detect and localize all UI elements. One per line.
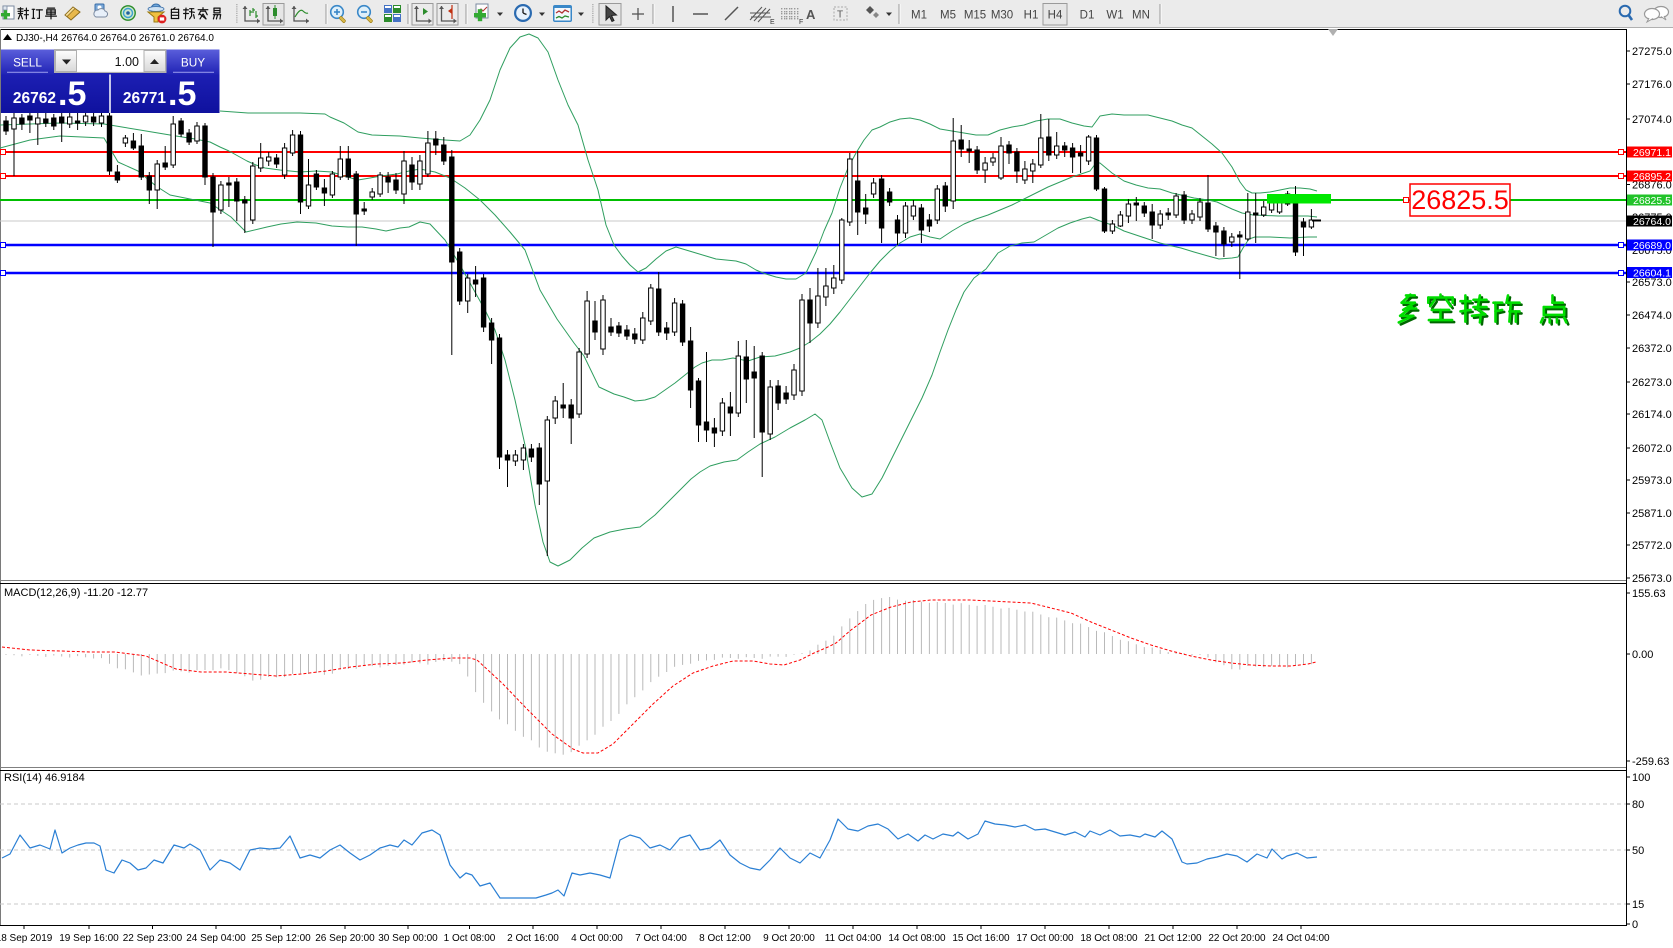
svg-text:25772.0: 25772.0 bbox=[1632, 540, 1672, 552]
svg-text:18 Sep 2019: 18 Sep 2019 bbox=[0, 933, 53, 944]
svg-text:2 Oct 16:00: 2 Oct 16:00 bbox=[507, 933, 559, 944]
svg-text:26273.0: 26273.0 bbox=[1632, 377, 1672, 389]
svg-text:M15: M15 bbox=[964, 10, 986, 22]
svg-text:26474.0: 26474.0 bbox=[1632, 310, 1672, 322]
svg-text:30 Sep 00:00: 30 Sep 00:00 bbox=[378, 933, 438, 944]
svg-text:1.00: 1.00 bbox=[115, 55, 139, 69]
svg-text:M30: M30 bbox=[991, 10, 1013, 22]
svg-text:0: 0 bbox=[1632, 919, 1638, 931]
svg-text:M5: M5 bbox=[940, 10, 956, 22]
svg-text:7 Oct 04:00: 7 Oct 04:00 bbox=[635, 933, 687, 944]
svg-text:22 Oct 20:00: 22 Oct 20:00 bbox=[1208, 933, 1266, 944]
svg-text:H1: H1 bbox=[1024, 10, 1039, 22]
svg-text:24 Oct 04:00: 24 Oct 04:00 bbox=[1272, 933, 1330, 944]
svg-text:E: E bbox=[770, 19, 775, 26]
svg-text:4 Oct 00:00: 4 Oct 00:00 bbox=[571, 933, 623, 944]
svg-text:A: A bbox=[806, 7, 816, 22]
svg-text:25973.0: 25973.0 bbox=[1632, 475, 1672, 487]
svg-text:BUY: BUY bbox=[181, 56, 205, 70]
svg-text:22 Sep 23:00: 22 Sep 23:00 bbox=[123, 933, 183, 944]
svg-text:80: 80 bbox=[1632, 799, 1644, 811]
svg-text:25871.0: 25871.0 bbox=[1632, 508, 1672, 520]
svg-text:.5: .5 bbox=[58, 75, 86, 113]
svg-text:1 Oct 08:00: 1 Oct 08:00 bbox=[444, 933, 496, 944]
svg-text:26604.1: 26604.1 bbox=[1633, 268, 1671, 280]
svg-text:50: 50 bbox=[1632, 845, 1644, 857]
svg-text:26762: 26762 bbox=[13, 90, 56, 107]
svg-text:25 Sep 12:00: 25 Sep 12:00 bbox=[251, 933, 311, 944]
svg-text:26971.1: 26971.1 bbox=[1633, 147, 1671, 159]
svg-text:21 Oct 12:00: 21 Oct 12:00 bbox=[1144, 933, 1202, 944]
svg-text:MN: MN bbox=[1132, 10, 1150, 22]
svg-text:MACD(12,26,9) -11.20 -12.77: MACD(12,26,9) -11.20 -12.77 bbox=[4, 587, 148, 599]
svg-text:26876.0: 26876.0 bbox=[1632, 180, 1672, 192]
svg-text:15: 15 bbox=[1632, 899, 1644, 911]
svg-text:0.00: 0.00 bbox=[1632, 649, 1653, 661]
svg-text:27275.0: 27275.0 bbox=[1632, 46, 1672, 58]
svg-text:15 Oct 16:00: 15 Oct 16:00 bbox=[952, 933, 1010, 944]
svg-text:26689.0: 26689.0 bbox=[1633, 240, 1671, 252]
svg-text:W1: W1 bbox=[1106, 10, 1123, 22]
svg-text:26771: 26771 bbox=[123, 90, 166, 107]
svg-text:DJ30-,H4 26764.0 26764.0 2676: DJ30-,H4 26764.0 26764.0 26761.0 26764.0 bbox=[16, 33, 214, 44]
svg-text:26825.5: 26825.5 bbox=[1633, 195, 1671, 207]
svg-text:24 Sep 04:00: 24 Sep 04:00 bbox=[186, 933, 246, 944]
svg-text:27074.0: 27074.0 bbox=[1632, 114, 1672, 126]
svg-text:M1: M1 bbox=[911, 10, 927, 22]
svg-text:155.63: 155.63 bbox=[1632, 588, 1666, 600]
svg-text:RSI(14) 46.9184: RSI(14) 46.9184 bbox=[4, 772, 85, 784]
svg-text:26573.0: 26573.0 bbox=[1632, 277, 1672, 289]
svg-text:F: F bbox=[799, 19, 803, 26]
svg-text:11 Oct 04:00: 11 Oct 04:00 bbox=[825, 933, 882, 944]
svg-text:9 Oct 20:00: 9 Oct 20:00 bbox=[763, 933, 815, 944]
svg-text:26 Sep 20:00: 26 Sep 20:00 bbox=[315, 933, 375, 944]
svg-text:100: 100 bbox=[1632, 772, 1650, 784]
svg-text:26895.2: 26895.2 bbox=[1633, 171, 1671, 183]
svg-text:26072.0: 26072.0 bbox=[1632, 443, 1672, 455]
svg-text:SELL: SELL bbox=[13, 56, 42, 70]
svg-text:.5: .5 bbox=[168, 75, 196, 113]
svg-text:26372.0: 26372.0 bbox=[1632, 343, 1672, 355]
svg-text:14 Oct 08:00: 14 Oct 08:00 bbox=[888, 933, 946, 944]
svg-text:26174.0: 26174.0 bbox=[1632, 409, 1672, 421]
svg-text:27176.0: 27176.0 bbox=[1632, 79, 1672, 91]
svg-text:18 Oct 08:00: 18 Oct 08:00 bbox=[1080, 933, 1138, 944]
svg-text:26764.0: 26764.0 bbox=[1633, 216, 1671, 228]
svg-text:-259.63: -259.63 bbox=[1632, 756, 1669, 768]
svg-text:17 Oct 00:00: 17 Oct 00:00 bbox=[1016, 933, 1074, 944]
svg-text:26825.5: 26825.5 bbox=[1411, 185, 1509, 215]
svg-text:19 Sep 16:00: 19 Sep 16:00 bbox=[59, 933, 119, 944]
svg-text:25673.0: 25673.0 bbox=[1632, 573, 1672, 585]
svg-text:H4: H4 bbox=[1048, 10, 1063, 22]
svg-text:8 Oct 12:00: 8 Oct 12:00 bbox=[699, 933, 751, 944]
svg-text:D1: D1 bbox=[1080, 10, 1095, 22]
svg-text:T: T bbox=[837, 10, 843, 21]
